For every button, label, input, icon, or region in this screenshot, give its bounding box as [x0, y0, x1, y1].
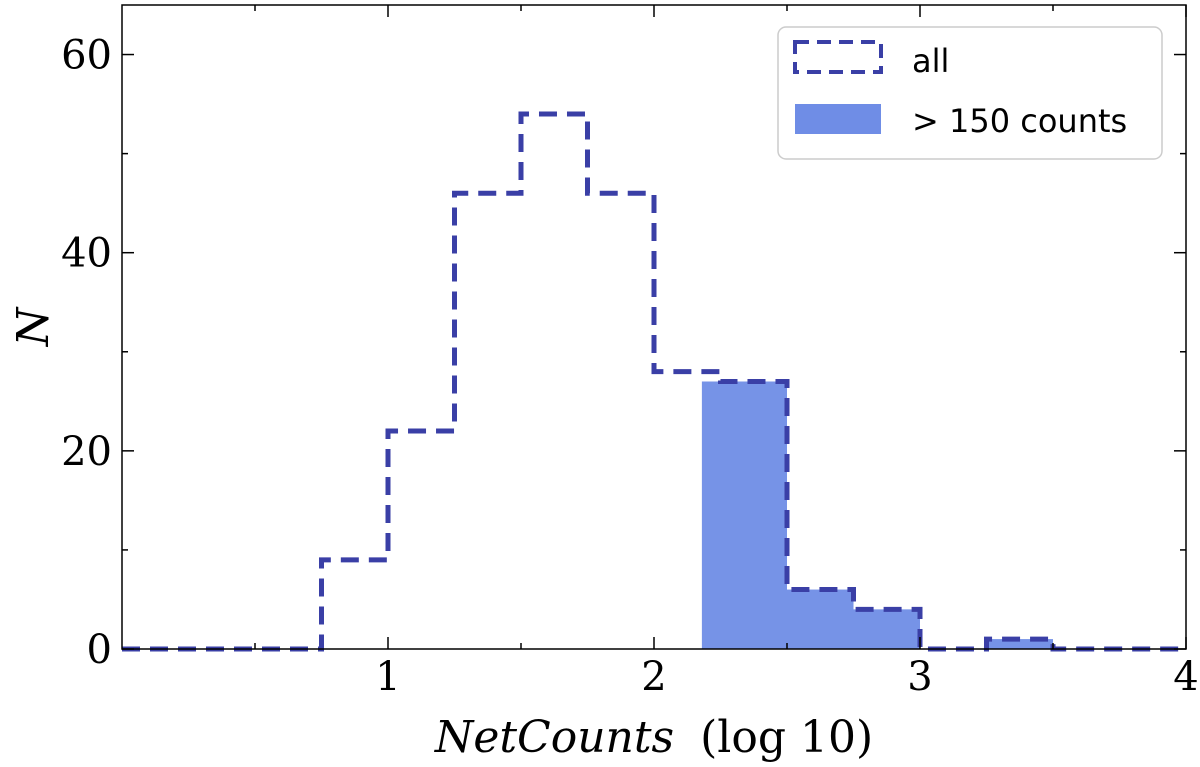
x-axis-label-main: NetCounts [434, 712, 674, 763]
step-outline-layer [122, 111, 1186, 652]
all-step-line [122, 111, 1186, 652]
filled-bar-2 [853, 609, 920, 649]
x-tick-label: 4 [1173, 654, 1198, 700]
filled-bar-1 [787, 589, 854, 649]
legend-swatch-gt150 [795, 104, 881, 134]
legend-label-all: all [912, 42, 949, 80]
y-tick-label: 60 [61, 33, 112, 79]
filled-bar-0 [701, 381, 787, 649]
x-tick-label: 2 [641, 654, 666, 700]
filled-bar-3 [986, 639, 1053, 649]
x-tick-label: 3 [907, 654, 932, 700]
y-tick-label: 20 [61, 429, 112, 475]
x-axis-label: NetCounts (log 10) [434, 712, 873, 763]
x-axis-label-suffix: (log 10) [700, 712, 873, 763]
legend: all > 150 counts [777, 26, 1163, 160]
y-tick-label: 40 [61, 231, 112, 277]
y-tick-label: 0 [87, 627, 112, 673]
filled-bars-layer [701, 381, 1053, 649]
y-axis-label: N [8, 306, 59, 347]
axis-ticks [122, 5, 1187, 650]
legend-swatch-all [793, 40, 883, 74]
x-tick-label: 1 [375, 654, 400, 700]
legend-label-gt150: > 150 counts [912, 102, 1127, 140]
